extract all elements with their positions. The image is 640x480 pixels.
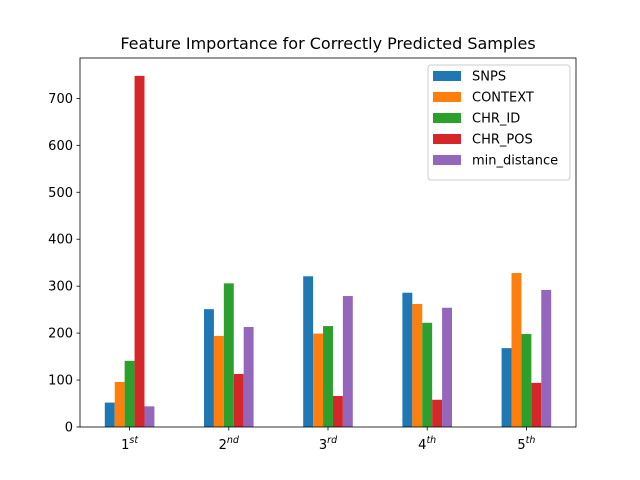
bar-chr-id-5th — [521, 334, 532, 427]
bar-chr-pos-2nd — [233, 373, 244, 427]
bar-context-5th — [511, 273, 522, 427]
legend-swatch-min-distance — [433, 155, 461, 165]
bar-chr-id-4th — [422, 322, 433, 427]
y-tick-label: 500 — [48, 186, 73, 201]
bar-snps-4th — [402, 292, 413, 427]
bar-chr-id-2nd — [223, 283, 234, 427]
y-tick-label: 100 — [48, 374, 73, 389]
bar-snps-1st — [104, 402, 115, 427]
bar-context-4th — [412, 304, 423, 427]
bar-snps-3rd — [303, 276, 314, 427]
bar-chr-pos-5th — [531, 382, 542, 427]
legend-label-chr-id: CHR_ID — [472, 112, 520, 127]
y-tick-label: 200 — [48, 327, 73, 342]
bar-chr-id-1st — [124, 360, 135, 427]
bar-min-distance-2nd — [243, 327, 254, 427]
x-tick-label: 4th — [418, 435, 436, 453]
chart-title: Feature Importance for Correctly Predict… — [120, 34, 535, 53]
legend-swatch-chr-id — [433, 113, 461, 123]
x-tick-label: 2nd — [219, 435, 240, 453]
bar-chr-id-3rd — [323, 326, 333, 427]
y-tick-label: 400 — [48, 233, 73, 248]
bar-snps-5th — [501, 348, 512, 427]
y-axis: 0 100 200 300 400 500 600 700 — [48, 92, 80, 436]
legend-label-chr-pos: CHR_POS — [472, 133, 533, 148]
bar-context-3rd — [313, 333, 324, 427]
bar-min-distance-1st — [144, 406, 155, 427]
y-tick-label: 700 — [48, 92, 73, 107]
bar-chr-pos-1st — [134, 75, 145, 427]
bar-context-2nd — [213, 335, 224, 427]
x-tick-label: 5th — [517, 435, 535, 453]
legend-swatch-context — [433, 92, 461, 102]
bar-chr-pos-4th — [432, 399, 443, 427]
y-tick-label: 0 — [65, 421, 73, 436]
bar-min-distance-3rd — [342, 296, 353, 427]
legend: SNPS CONTEXT CHR_ID CHR_POS min_distance — [427, 64, 571, 181]
bar-context-1st — [114, 381, 125, 427]
x-tick-label: 1st — [121, 435, 139, 453]
legend-label-min-distance: min_distance — [472, 154, 558, 169]
legend-swatch-snps — [433, 71, 461, 81]
x-tick-label: 3rd — [319, 435, 338, 453]
plot-area — [79, 57, 577, 428]
bar-snps-2nd — [204, 309, 214, 427]
legend-swatch-chr-pos — [433, 134, 461, 144]
legend-box — [427, 64, 571, 181]
y-tick-label: 600 — [48, 139, 73, 154]
legend-label-snps: SNPS — [472, 70, 506, 85]
bar-min-distance-4th — [442, 307, 452, 427]
legend-label-context: CONTEXT — [472, 91, 534, 106]
y-tick-label: 300 — [48, 280, 73, 295]
x-axis: 1st 2nd 3rd 4th 5th — [121, 427, 535, 453]
bar-chr-pos-3rd — [332, 396, 343, 427]
bar-min-distance-5th — [541, 289, 552, 427]
